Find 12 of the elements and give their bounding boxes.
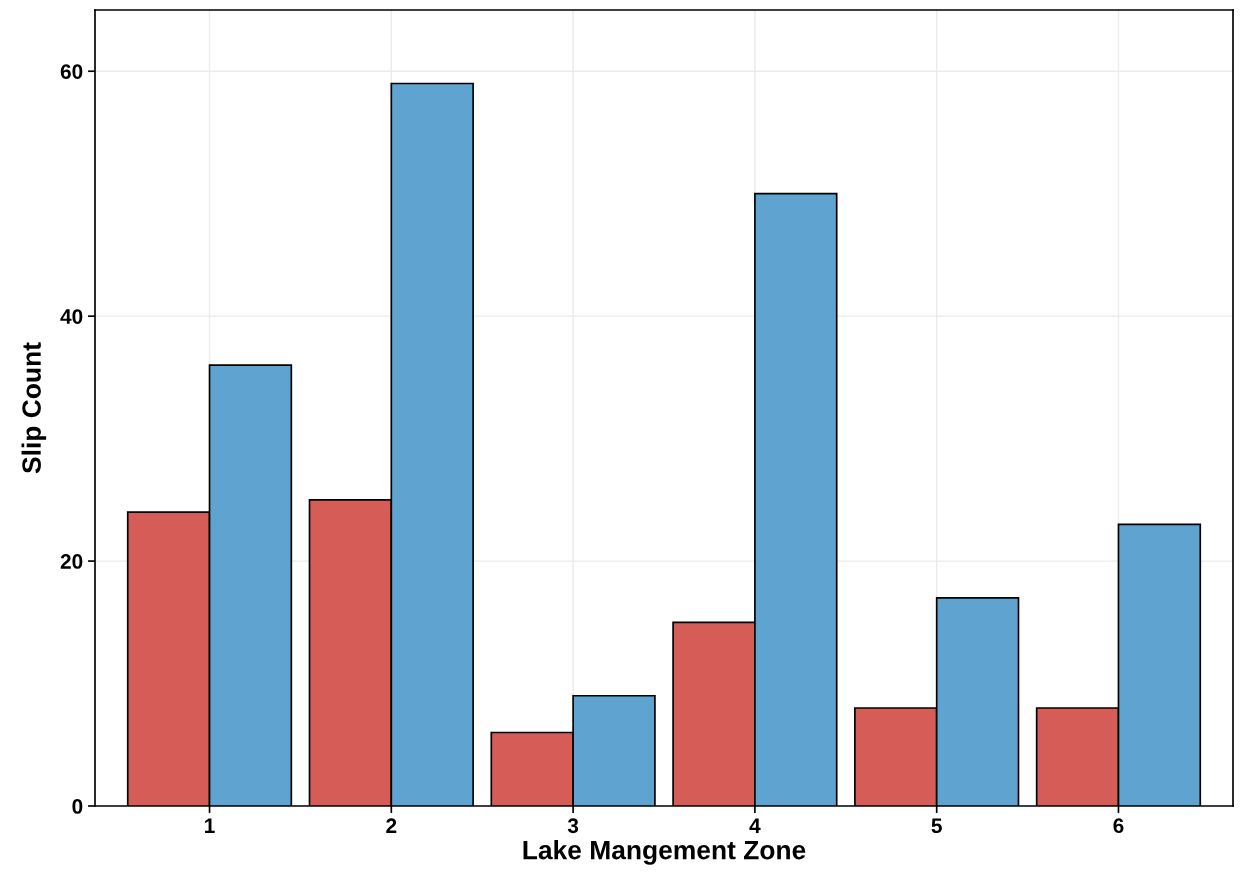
- y-tick-label: 40: [60, 309, 83, 324]
- y-tick-label: 20: [60, 554, 83, 569]
- x-tick-label: 1: [205, 818, 215, 833]
- x-tick-label: 2: [386, 818, 397, 833]
- x-axis-title: Lake Mangement Zone: [523, 840, 806, 865]
- x-tick-label: 4: [749, 818, 761, 833]
- x-tick-label: 5: [931, 818, 942, 834]
- x-tick-label: 3: [567, 818, 579, 834]
- y-tick-label: 0: [72, 799, 83, 814]
- y-tick-label: 60: [60, 64, 83, 79]
- x-tick-label: 6: [1113, 818, 1124, 834]
- y-axis-title: Slip Count: [21, 342, 47, 474]
